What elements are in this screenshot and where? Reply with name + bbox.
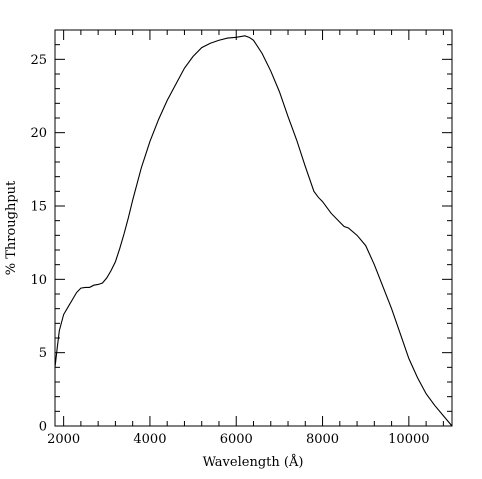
x-tick-label: 2000 (47, 432, 80, 447)
x-tick-labels: 2000 4000 6000 8000 10000 (47, 432, 429, 447)
y-tick-label: 10 (30, 273, 47, 288)
y-tick-label: 20 (30, 126, 47, 141)
major-ticks (55, 30, 452, 427)
y-tick-label: 15 (30, 200, 47, 215)
x-tick-label: 4000 (133, 432, 166, 447)
y-tick-label: 5 (39, 346, 47, 361)
y-tick-label: 25 (30, 53, 47, 68)
x-tick-label: 10000 (388, 432, 429, 447)
plot-frame (54, 29, 453, 427)
x-axis-label: Wavelength (Å) (203, 454, 304, 470)
y-axis-label: % Throughput (4, 180, 19, 275)
y-tick-label: 0 (39, 420, 47, 435)
minor-ticks (55, 30, 452, 426)
x-tick-label: 6000 (220, 432, 253, 447)
x-tick-label: 8000 (306, 432, 339, 447)
y-tick-labels: 0 5 10 15 20 25 (30, 53, 47, 435)
throughput-curve (54, 35, 453, 427)
